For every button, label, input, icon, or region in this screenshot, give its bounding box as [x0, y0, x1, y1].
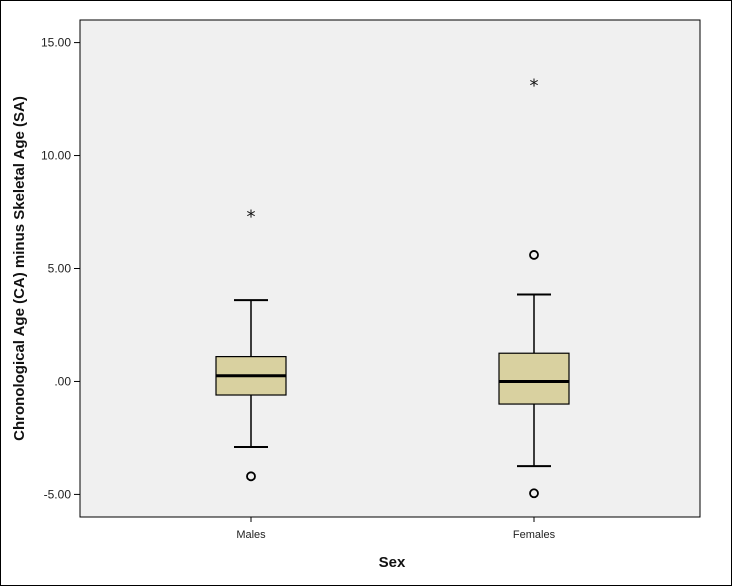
- y-axis-title: Chronological Age (CA) minus Skeletal Ag…: [11, 96, 28, 441]
- boxes-layer: **: [215, 75, 570, 499]
- y-tick-label: .00: [54, 374, 71, 388]
- x-axis-categories: Males Females: [236, 517, 556, 541]
- y-tick-label: 10.00: [41, 149, 71, 163]
- box-females: *: [498, 75, 570, 499]
- outlier-point: [246, 471, 256, 482]
- x-category-label: Males: [236, 529, 266, 541]
- x-axis-title: Sex: [379, 554, 406, 571]
- x-category-label: Females: [513, 529, 556, 541]
- y-tick-label: -5.00: [44, 487, 72, 501]
- extreme-point: *: [530, 75, 539, 96]
- y-axis-ticks: 15.00 10.00 5.00 .00 -5.00: [41, 36, 80, 501]
- outlier-point: [529, 488, 539, 499]
- y-tick-label: 5.00: [48, 262, 72, 276]
- iqr-box: [498, 352, 570, 405]
- outlier-point: [529, 250, 539, 260]
- y-tick-label: 15.00: [41, 36, 71, 50]
- extreme-point: *: [247, 206, 256, 227]
- plot-area: [79, 19, 701, 518]
- box-males: *: [215, 206, 287, 482]
